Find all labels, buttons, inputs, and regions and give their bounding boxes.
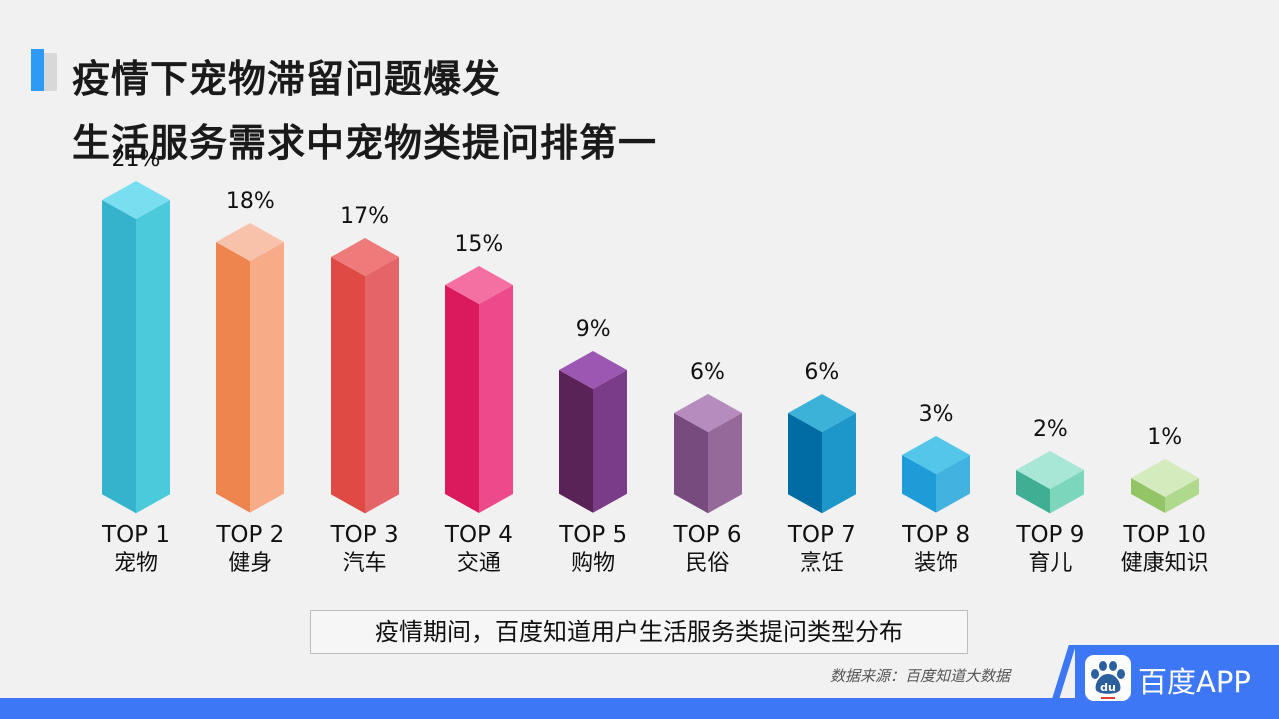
bar-3 bbox=[330, 237, 399, 513]
page-title-line2: 生活服务需求中宠物类提问排第一 bbox=[72, 121, 658, 165]
bar-value-label: 15% bbox=[454, 232, 504, 257]
data-source: 数据来源：百度知道大数据 bbox=[830, 667, 1011, 685]
bar-chart: 21% TOP 1 宠物 18% TOP 2 健身 17% TOP 3 汽车 15% TOP 4 交通… bbox=[76, 146, 1225, 579]
x-axis-label: TOP 6 民俗 bbox=[648, 521, 768, 579]
baidu-paw-icon: du bbox=[1085, 655, 1131, 701]
bar-2 bbox=[216, 223, 285, 513]
bar-value-label: 9% bbox=[575, 317, 611, 343]
rank-label: TOP 3 bbox=[330, 522, 399, 548]
bar-5 bbox=[559, 351, 628, 513]
category-label: 民俗 bbox=[685, 551, 730, 576]
bar-7 bbox=[787, 393, 856, 513]
category-label: 购物 bbox=[571, 551, 616, 576]
logo-text: 百度APP bbox=[1138, 665, 1251, 699]
category-label: 交通 bbox=[456, 551, 501, 576]
rank-label: TOP 1 bbox=[102, 522, 170, 548]
x-axis-label: TOP 3 汽车 bbox=[305, 521, 425, 579]
rank-label: TOP 6 bbox=[673, 522, 742, 548]
x-axis-label: TOP 4 交通 bbox=[419, 521, 539, 579]
x-axis-label: TOP 1 宠物 bbox=[76, 521, 196, 579]
rank-label: TOP 5 bbox=[559, 522, 628, 548]
rank-label: TOP 8 bbox=[902, 522, 971, 548]
rank-label: TOP 10 bbox=[1123, 522, 1206, 548]
bar-value-label: 3% bbox=[918, 402, 954, 428]
category-label: 装饰 bbox=[914, 551, 959, 576]
rank-label: TOP 7 bbox=[787, 522, 856, 548]
bar-1 bbox=[102, 180, 170, 513]
footer-bar bbox=[0, 698, 1279, 719]
bar-value-label: 6% bbox=[690, 359, 725, 385]
bar-value-label: 21% bbox=[111, 146, 161, 172]
bar-8 bbox=[902, 436, 971, 513]
logo-slash-decoration bbox=[1052, 645, 1076, 699]
bar-value-label: 17% bbox=[340, 203, 390, 229]
title-accent-shadow bbox=[44, 53, 57, 91]
x-axis-label: TOP 2 健身 bbox=[190, 521, 310, 579]
chart-caption: 疫情期间，百度知道用户生活服务类提问类型分布 bbox=[310, 610, 968, 654]
category-label: 育儿 bbox=[1028, 551, 1073, 576]
category-label: 烹饪 bbox=[799, 551, 844, 576]
bar-value-label: 2% bbox=[1032, 416, 1068, 442]
bar-value-label: 6% bbox=[804, 359, 840, 385]
rank-label: TOP 2 bbox=[216, 522, 285, 548]
x-axis-label: TOP 10 健康知识 bbox=[1105, 521, 1225, 579]
x-axis-label: TOP 9 育儿 bbox=[990, 521, 1110, 579]
bar-4 bbox=[444, 266, 513, 513]
bar-6 bbox=[673, 393, 742, 513]
x-axis-label: TOP 5 购物 bbox=[533, 521, 653, 579]
rank-label: TOP 9 bbox=[1016, 522, 1085, 548]
category-label: 宠物 bbox=[113, 551, 158, 576]
category-label: 健康知识 bbox=[1120, 551, 1209, 576]
svg-text:du: du bbox=[1100, 681, 1116, 694]
rank-label: TOP 4 bbox=[444, 522, 513, 548]
bar-10 bbox=[1130, 459, 1199, 513]
category-label: 汽车 bbox=[342, 551, 387, 576]
category-label: 健身 bbox=[228, 551, 273, 576]
x-axis-label: TOP 8 装饰 bbox=[876, 521, 996, 579]
bar-value-label: 1% bbox=[1147, 425, 1183, 450]
title-accent-bar bbox=[31, 49, 44, 91]
x-axis-label: TOP 7 烹饪 bbox=[762, 521, 882, 579]
bar-value-label: 18% bbox=[225, 189, 275, 215]
bar-9 bbox=[1016, 450, 1085, 513]
page-title-line1: 疫情下宠物滞留问题爆发 bbox=[72, 57, 502, 101]
